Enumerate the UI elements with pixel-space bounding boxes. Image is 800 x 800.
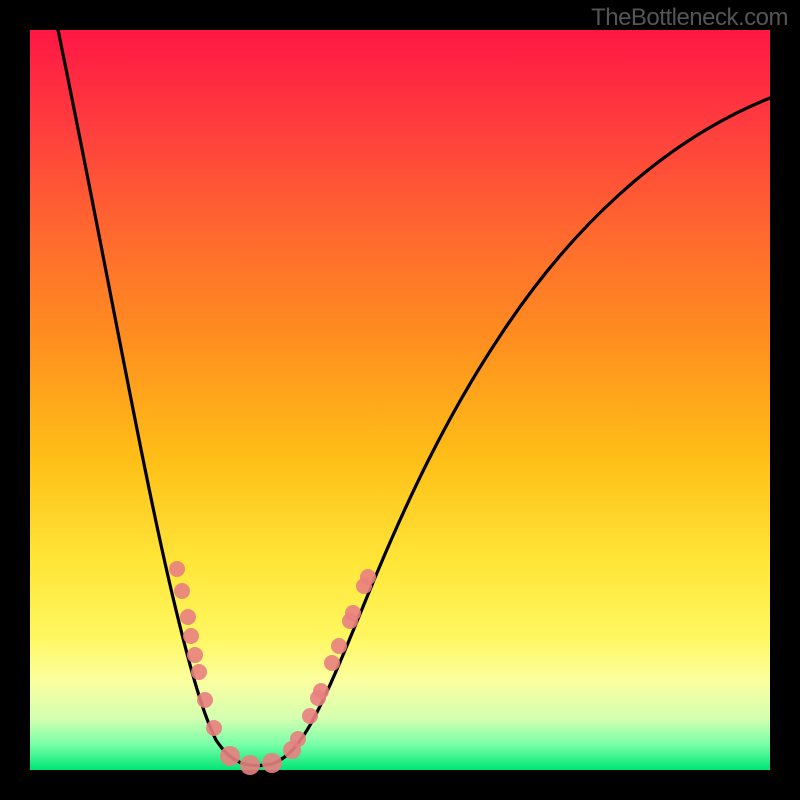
data-marker bbox=[240, 755, 260, 775]
data-marker bbox=[331, 638, 347, 654]
data-marker bbox=[206, 720, 222, 736]
data-marker bbox=[324, 655, 340, 671]
plot-background bbox=[30, 30, 770, 770]
watermark-label: TheBottleneck.com bbox=[591, 4, 788, 32]
data-marker bbox=[220, 746, 240, 766]
data-marker bbox=[180, 609, 196, 625]
data-marker bbox=[360, 569, 376, 585]
data-marker bbox=[174, 583, 190, 599]
bottleneck-chart bbox=[0, 0, 800, 800]
data-marker bbox=[187, 647, 203, 663]
data-marker bbox=[313, 683, 329, 699]
data-marker bbox=[183, 628, 199, 644]
data-marker bbox=[290, 731, 306, 747]
data-marker bbox=[302, 708, 318, 724]
data-marker bbox=[169, 561, 185, 577]
data-marker bbox=[197, 692, 213, 708]
chart-frame: { "watermark": "TheBottleneck.com", "bac… bbox=[0, 0, 800, 800]
data-marker bbox=[345, 605, 361, 621]
data-marker bbox=[262, 753, 282, 773]
data-marker bbox=[191, 664, 207, 680]
